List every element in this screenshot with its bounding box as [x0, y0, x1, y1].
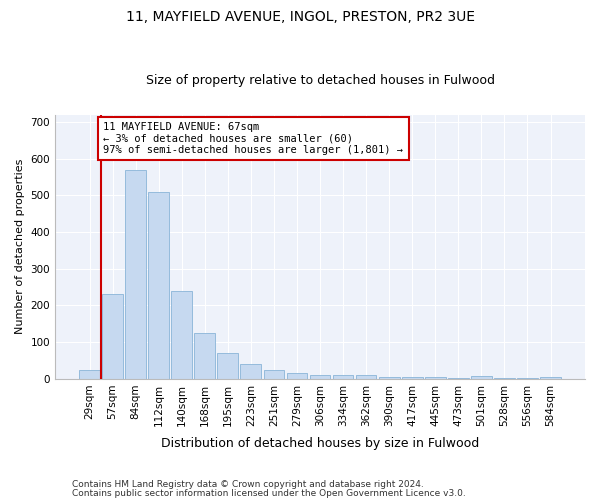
- Y-axis label: Number of detached properties: Number of detached properties: [15, 159, 25, 334]
- Text: Contains public sector information licensed under the Open Government Licence v3: Contains public sector information licen…: [72, 488, 466, 498]
- Bar: [494, 378, 515, 379]
- X-axis label: Distribution of detached houses by size in Fulwood: Distribution of detached houses by size …: [161, 437, 479, 450]
- Bar: [517, 378, 538, 379]
- Bar: [79, 370, 100, 379]
- Title: Size of property relative to detached houses in Fulwood: Size of property relative to detached ho…: [146, 74, 494, 87]
- Bar: [540, 377, 561, 379]
- Bar: [379, 377, 400, 379]
- Bar: [356, 375, 376, 379]
- Bar: [287, 374, 307, 379]
- Bar: [448, 378, 469, 379]
- Bar: [471, 376, 492, 379]
- Bar: [425, 377, 446, 379]
- Bar: [148, 192, 169, 379]
- Bar: [102, 294, 123, 379]
- Text: Contains HM Land Registry data © Crown copyright and database right 2024.: Contains HM Land Registry data © Crown c…: [72, 480, 424, 489]
- Bar: [241, 364, 261, 379]
- Bar: [332, 375, 353, 379]
- Bar: [125, 170, 146, 379]
- Bar: [402, 377, 422, 379]
- Bar: [310, 375, 331, 379]
- Bar: [172, 291, 192, 379]
- Text: 11, MAYFIELD AVENUE, INGOL, PRESTON, PR2 3UE: 11, MAYFIELD AVENUE, INGOL, PRESTON, PR2…: [125, 10, 475, 24]
- Bar: [194, 333, 215, 379]
- Bar: [217, 353, 238, 379]
- Bar: [263, 370, 284, 379]
- Text: 11 MAYFIELD AVENUE: 67sqm
← 3% of detached houses are smaller (60)
97% of semi-d: 11 MAYFIELD AVENUE: 67sqm ← 3% of detach…: [103, 122, 403, 155]
